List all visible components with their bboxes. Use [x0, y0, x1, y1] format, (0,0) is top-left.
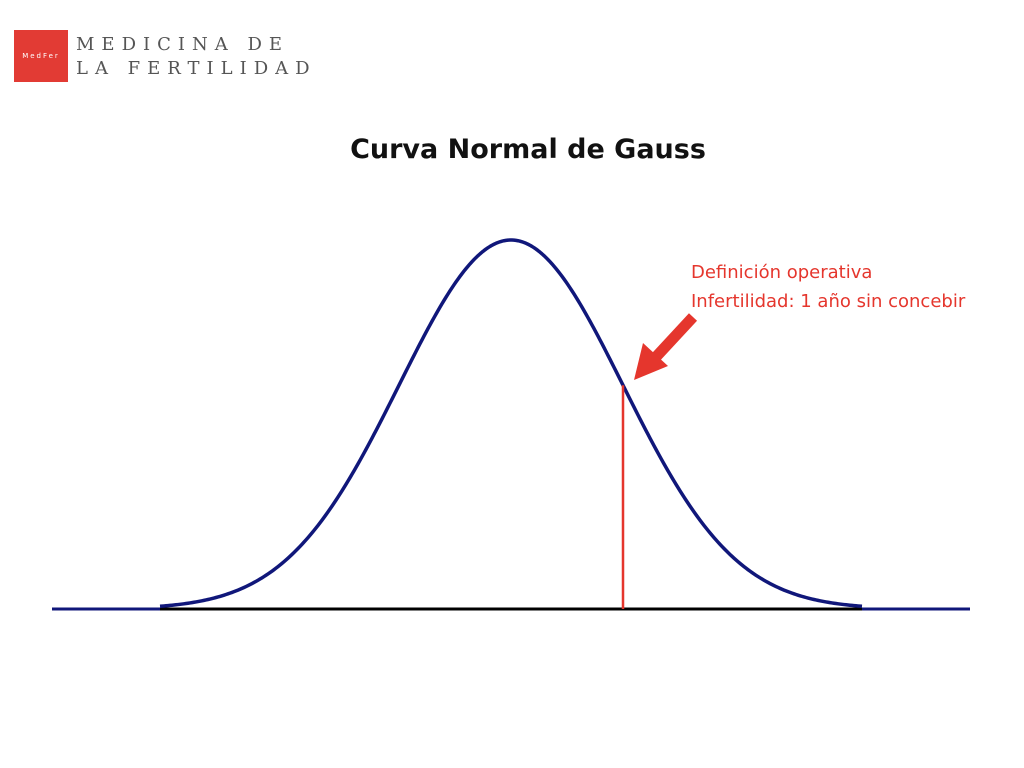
- annotation-line-2: Infertilidad: 1 año sin concebir: [691, 291, 966, 312]
- logo-mark-text: MedFer: [22, 52, 60, 60]
- logo-name: MEDICINA DE LA FERTILIDAD: [76, 33, 317, 81]
- annotation-text: Definición operativa Infertilidad: 1 año…: [691, 258, 965, 316]
- chart-title: Curva Normal de Gauss: [350, 134, 706, 165]
- gauss-curve: [159, 238, 863, 609]
- annotation-line-1: Definición operativa: [691, 262, 873, 283]
- logo-mark: MedFer: [14, 30, 68, 82]
- logo-name-line-2: LA FERTILIDAD: [76, 58, 317, 79]
- arrow-down-left-icon: [634, 313, 698, 380]
- logo-name-line-1: MEDICINA DE: [76, 34, 290, 55]
